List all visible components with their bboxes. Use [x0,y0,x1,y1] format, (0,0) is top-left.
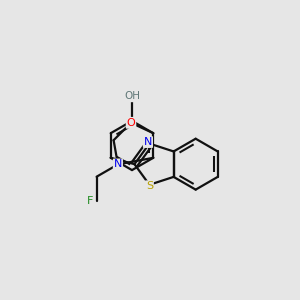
Text: OH: OH [124,92,140,101]
Text: F: F [87,196,93,206]
Text: S: S [146,181,153,191]
Text: N: N [144,137,152,147]
Text: O: O [127,118,135,128]
Text: N: N [114,159,122,170]
